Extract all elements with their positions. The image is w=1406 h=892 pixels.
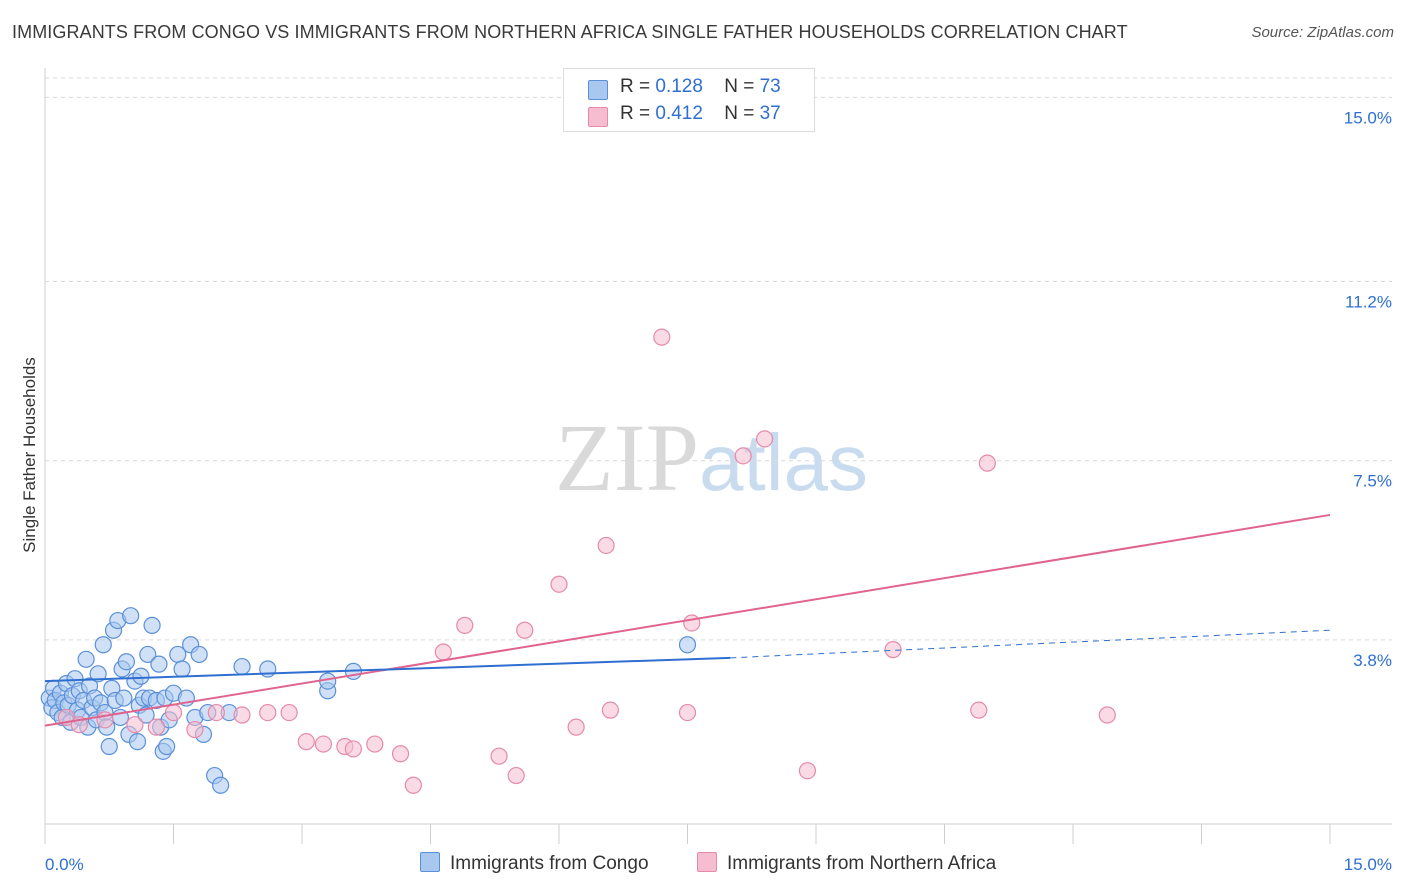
nafrica-point xyxy=(978,454,996,472)
nafrica-point xyxy=(186,720,204,739)
nafrica-point xyxy=(207,703,225,722)
nafrica-point xyxy=(678,703,697,722)
bottom-legend-nafrica: Immigrants from Northern Africa xyxy=(697,852,996,875)
nafrica-point xyxy=(550,575,568,593)
nafrica-trend-line xyxy=(44,513,1331,727)
legend-r-value-nafrica: 0.412 xyxy=(655,103,703,124)
x-tick-label-min: 0.0% xyxy=(45,855,84,874)
congo-point xyxy=(89,665,107,683)
congo-swatch-icon xyxy=(588,80,608,100)
congo-point xyxy=(233,657,251,676)
congo-point xyxy=(212,776,230,794)
watermark-atlas: atlas xyxy=(699,418,868,507)
nafrica-point xyxy=(755,430,774,448)
congo-point xyxy=(173,660,191,678)
congo-trend-line xyxy=(44,656,731,683)
y-tick-label: 7.5% xyxy=(1353,472,1392,491)
nafrica-legend-icon xyxy=(697,852,717,872)
congo-point xyxy=(117,653,135,671)
nafrica-point xyxy=(601,701,620,719)
congo-trend-extension xyxy=(730,629,1331,659)
source-credit: Source: ZipAtlas.com xyxy=(1251,24,1394,41)
y-tick-label: 3.8% xyxy=(1353,651,1392,670)
bottom-legend-congo: Immigrants from Congo xyxy=(420,852,649,875)
legend-n-label: N = xyxy=(724,103,755,124)
nafrica-point xyxy=(233,706,251,724)
congo-point xyxy=(115,689,133,707)
legend-r-value-congo: 0.128 xyxy=(655,76,703,97)
congo-point xyxy=(158,737,176,756)
correlation-legend: R = 0.128 N = 73 R = 0.412 N = 37 xyxy=(563,68,815,132)
congo-point xyxy=(190,645,208,664)
watermark: ZIPatlas xyxy=(555,402,868,513)
bottom-legend-nafrica-label: Immigrants from Northern Africa xyxy=(727,853,997,874)
nafrica-point xyxy=(1098,706,1116,724)
congo-point xyxy=(122,607,140,625)
legend-n-value-congo: 73 xyxy=(759,76,781,97)
congo-point xyxy=(100,737,118,756)
nafrica-point xyxy=(734,447,752,465)
legend-r-label: R = xyxy=(620,76,651,97)
nafrica-point xyxy=(970,701,988,719)
bottom-legend-congo-label: Immigrants from Congo xyxy=(450,853,649,874)
nafrica-point xyxy=(516,621,534,639)
nafrica-swatch-icon xyxy=(588,107,608,127)
nafrica-point xyxy=(567,718,585,736)
nafrica-point xyxy=(434,643,452,661)
congo-point xyxy=(143,616,161,634)
congo-point xyxy=(77,650,95,668)
y-axis-label: Single Father Households xyxy=(20,357,39,553)
nafrica-point xyxy=(653,328,671,346)
legend-r-label: R = xyxy=(620,103,651,124)
congo-point xyxy=(94,636,112,654)
legend-n-value-nafrica: 37 xyxy=(759,103,781,124)
congo-point xyxy=(132,667,150,685)
nafrica-point xyxy=(280,703,298,722)
nafrica-point xyxy=(164,703,183,722)
congo-point xyxy=(137,706,155,724)
watermark-zip: ZIP xyxy=(555,404,699,511)
nafrica-point xyxy=(259,703,277,722)
nafrica-point xyxy=(404,776,422,794)
legend-n-label: N = xyxy=(724,76,755,97)
nafrica-point xyxy=(297,733,315,751)
nafrica-point xyxy=(344,740,362,758)
congo-point xyxy=(128,733,147,751)
congo-legend-icon xyxy=(420,852,440,872)
chart-title: IMMIGRANTS FROM CONGO VS IMMIGRANTS FROM… xyxy=(12,22,1128,42)
nafrica-point xyxy=(314,735,333,753)
nafrica-point xyxy=(366,735,384,753)
legend-row-congo: R = 0.128 N = 73 xyxy=(588,76,781,100)
congo-point xyxy=(139,645,157,664)
nafrica-point xyxy=(507,766,525,785)
legend-row-nafrica: R = 0.412 N = 37 xyxy=(588,103,781,127)
y-tick-label: 11.2% xyxy=(1345,292,1392,311)
nafrica-point xyxy=(798,762,817,780)
nafrica-point xyxy=(597,536,615,555)
nafrica-point xyxy=(683,614,701,632)
nafrica-point xyxy=(456,616,474,634)
nafrica-point xyxy=(490,747,508,765)
nafrica-point xyxy=(126,716,144,734)
nafrica-point xyxy=(391,745,410,763)
congo-point xyxy=(678,636,697,654)
y-tick-label: 15.0% xyxy=(1344,108,1392,127)
congo-point xyxy=(150,655,168,673)
nafrica-point xyxy=(147,718,165,736)
x-tick-label-max: 15.0% xyxy=(1344,855,1392,874)
